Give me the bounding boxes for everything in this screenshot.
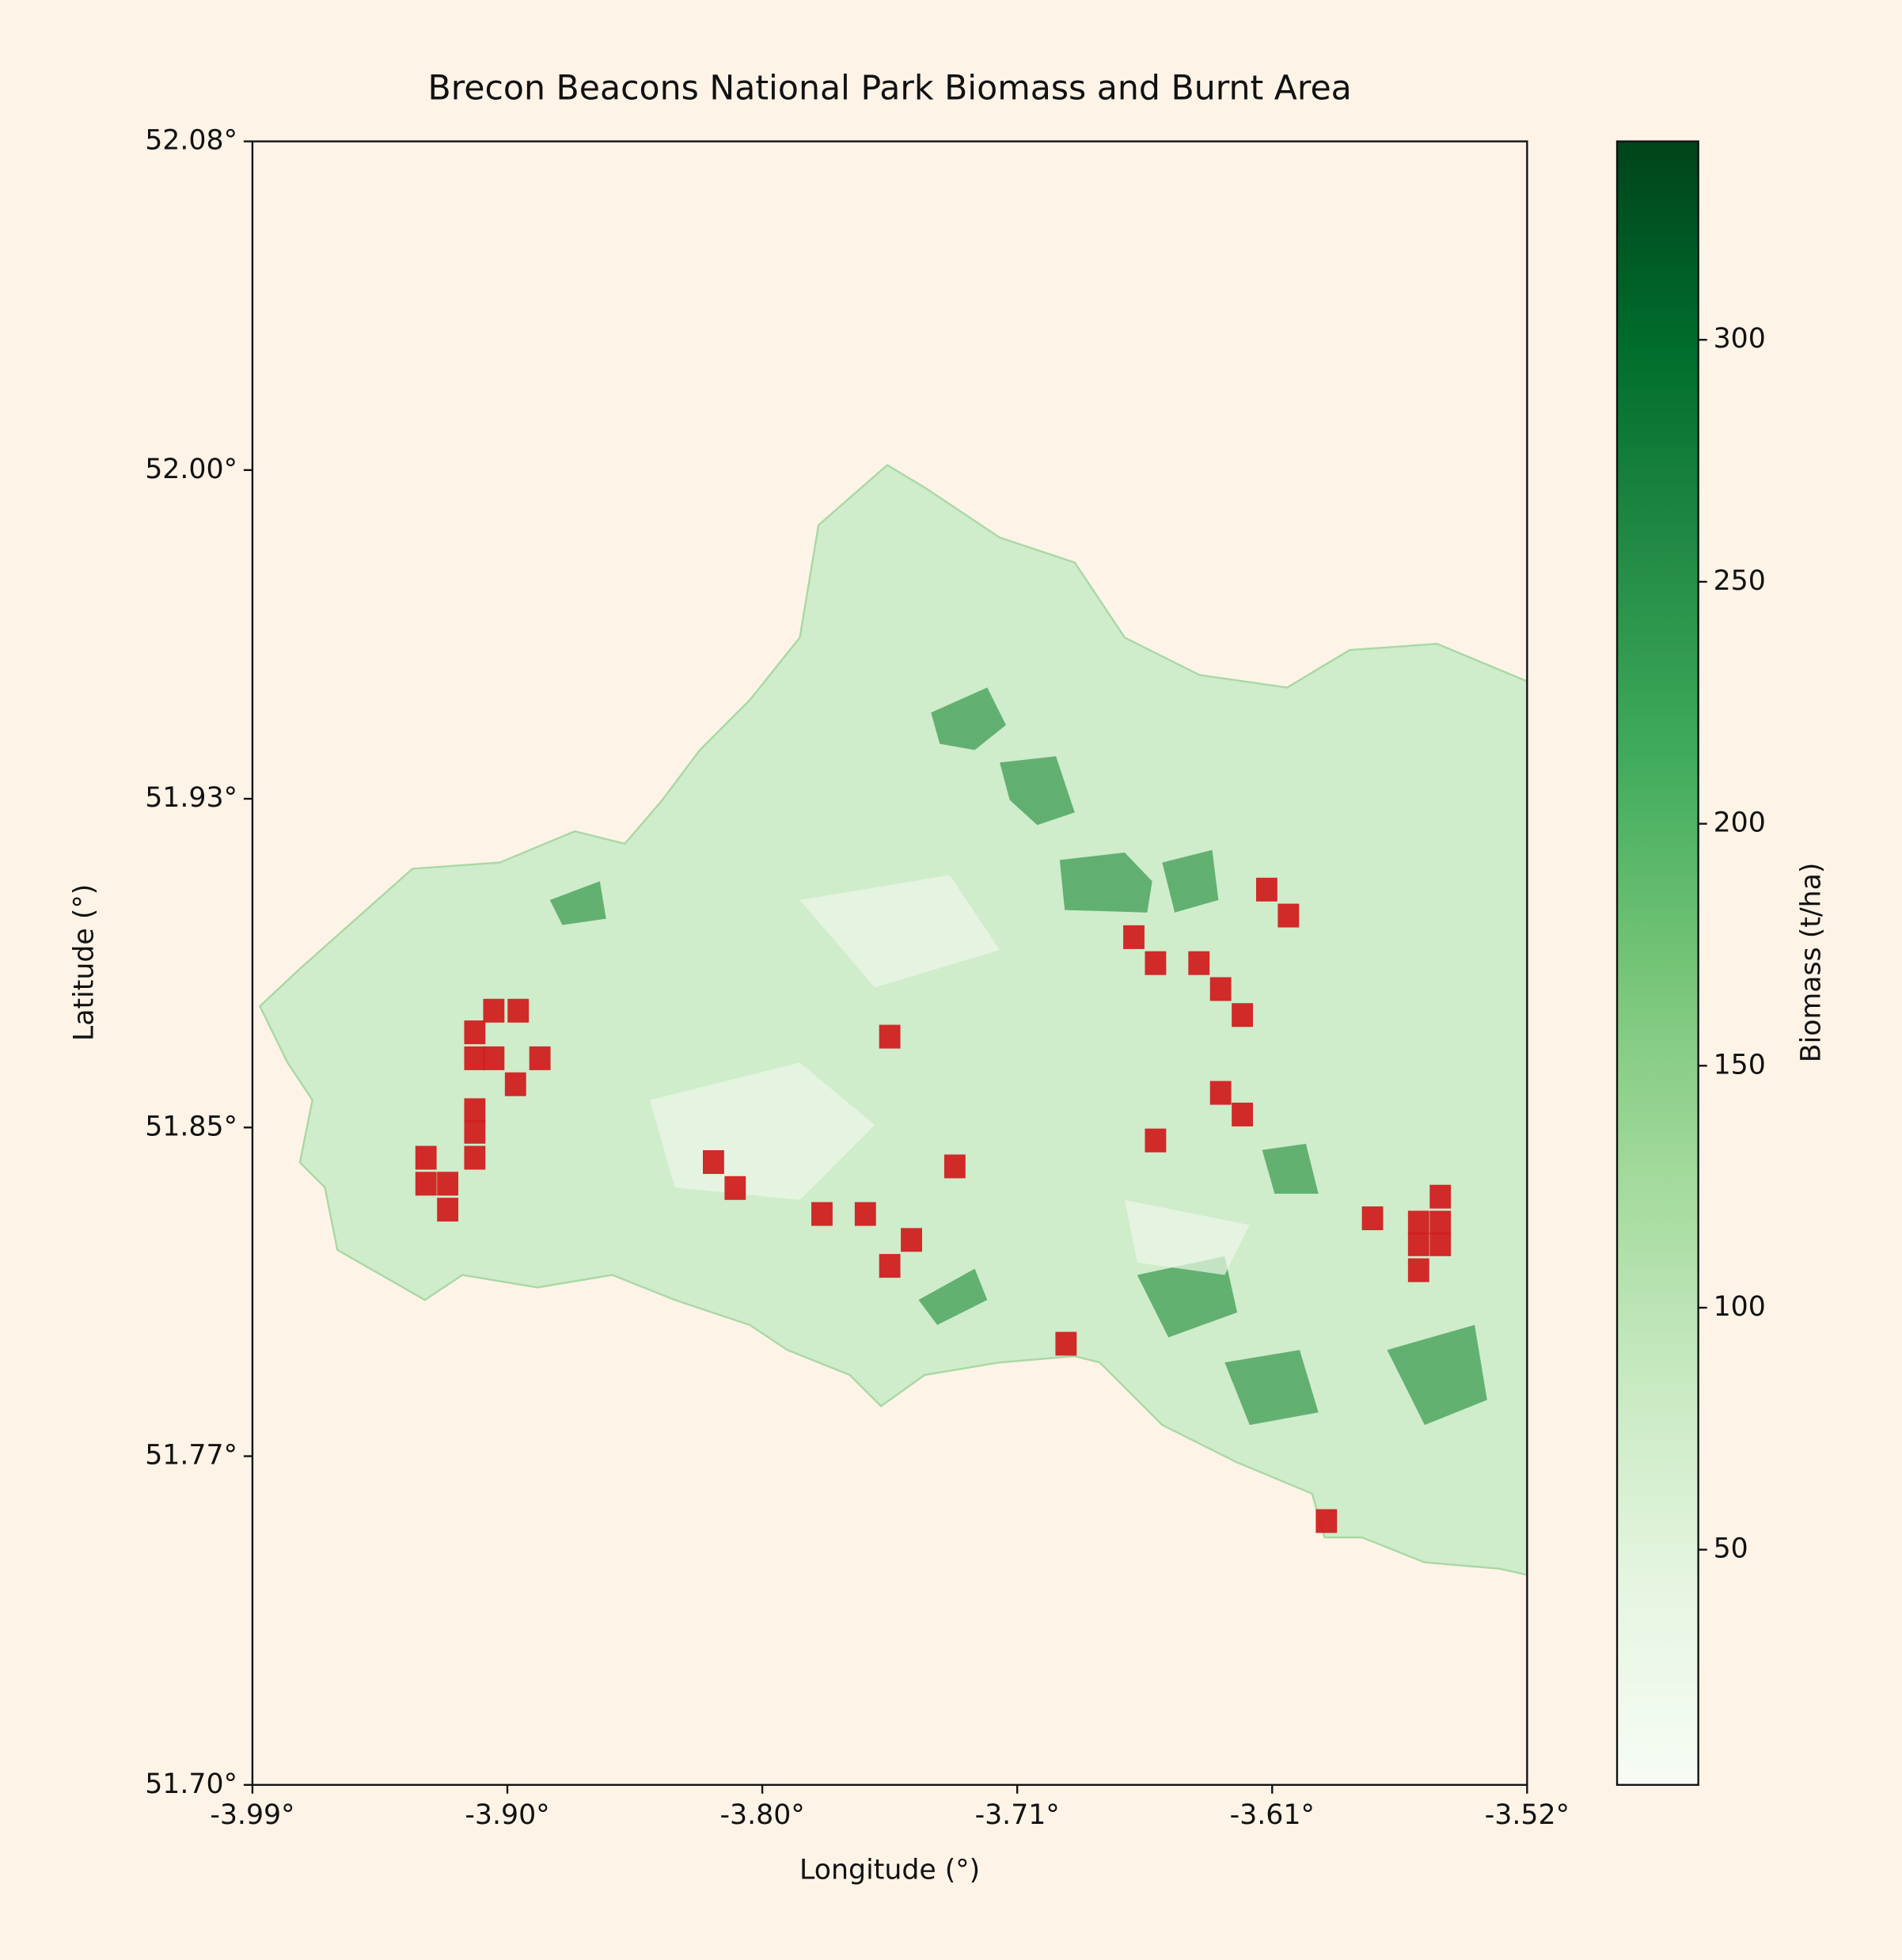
x-tick-label: -3.99° bbox=[210, 1799, 294, 1831]
burnt-cell bbox=[1255, 877, 1277, 902]
colorbar-tick-label: 50 bbox=[1714, 1533, 1748, 1565]
burnt-cell bbox=[464, 1046, 486, 1070]
burnt-cell bbox=[943, 1154, 966, 1179]
burnt-cell bbox=[1429, 1210, 1452, 1235]
burnt-cell bbox=[811, 1202, 833, 1226]
burnt-cell bbox=[415, 1172, 437, 1196]
burnt-cell bbox=[1145, 1128, 1167, 1153]
burnt-cell bbox=[1123, 925, 1145, 949]
x-tick-label: -3.71° bbox=[975, 1799, 1060, 1831]
colorbar-tick-label: 150 bbox=[1714, 1049, 1766, 1081]
burnt-cell bbox=[1315, 1509, 1338, 1533]
burnt-cell bbox=[529, 1046, 551, 1070]
burnt-cell bbox=[879, 1024, 901, 1049]
burnt-cell bbox=[1407, 1210, 1429, 1235]
burnt-cell bbox=[507, 998, 530, 1023]
burnt-cell bbox=[1145, 951, 1167, 975]
burnt-cell bbox=[464, 1145, 486, 1170]
burnt-cell bbox=[1277, 903, 1300, 928]
colorbar-tick-label: 200 bbox=[1714, 807, 1766, 839]
burnt-cell bbox=[1232, 1003, 1253, 1027]
burnt-cell bbox=[854, 1202, 876, 1226]
burnt-cell bbox=[1361, 1206, 1384, 1231]
burnt-cell bbox=[1209, 977, 1232, 1001]
colorbar-tick-label: 300 bbox=[1714, 323, 1766, 355]
y-tick-label: 52.08° bbox=[145, 125, 237, 157]
x-tick-label: -3.61° bbox=[1230, 1799, 1315, 1831]
biomass-raster bbox=[258, 464, 1528, 1576]
colorbar bbox=[1615, 140, 1699, 1786]
burnt-cell bbox=[504, 1072, 526, 1096]
colorbar-label: Biomass (t/ha) bbox=[1795, 863, 1827, 1063]
park-area bbox=[258, 464, 1528, 1576]
burnt-cell bbox=[702, 1150, 724, 1175]
y-tick-label: 51.85° bbox=[145, 1111, 237, 1142]
burnt-cell bbox=[483, 998, 505, 1023]
burnt-cell bbox=[464, 1119, 486, 1144]
burnt-cell bbox=[1407, 1232, 1429, 1256]
burnt-cell bbox=[464, 1020, 486, 1045]
burnt-cell bbox=[483, 1046, 505, 1070]
burnt-cell bbox=[724, 1176, 746, 1200]
y-tick-label: 52.00° bbox=[145, 454, 237, 485]
burnt-cells bbox=[415, 877, 1452, 1533]
y-tick-label: 51.70° bbox=[145, 1768, 237, 1800]
y-tick-label: 51.93° bbox=[145, 782, 237, 814]
x-tick-label: -3.52° bbox=[1485, 1799, 1570, 1831]
burnt-cell bbox=[1429, 1232, 1452, 1256]
burnt-cell bbox=[464, 1098, 486, 1122]
burnt-cell bbox=[879, 1254, 901, 1278]
burnt-cell bbox=[1188, 951, 1210, 975]
dense-patches bbox=[549, 687, 1487, 1426]
burnt-cell bbox=[1429, 1184, 1452, 1209]
burnt-cell bbox=[1209, 1081, 1232, 1105]
burnt-cell bbox=[437, 1198, 459, 1222]
x-tick-label: -3.80° bbox=[719, 1799, 804, 1831]
chart-title: Brecon Beacons National Park Biomass and… bbox=[427, 68, 1351, 108]
x-tick-label: -3.90° bbox=[465, 1799, 549, 1831]
burnt-cell bbox=[1232, 1102, 1253, 1126]
y-axis-label: Latitude (°) bbox=[68, 884, 100, 1041]
plot-frame bbox=[251, 140, 1528, 1786]
colorbar-tick-label: 250 bbox=[1714, 565, 1766, 597]
burnt-cell bbox=[901, 1228, 922, 1252]
colorbar-tick-label: 100 bbox=[1714, 1291, 1766, 1323]
burnt-cell bbox=[415, 1145, 437, 1170]
burnt-cell bbox=[1407, 1258, 1429, 1282]
y-tick-label: 51.77° bbox=[145, 1440, 237, 1472]
x-axis-label: Longitude (°) bbox=[799, 1855, 980, 1886]
burnt-cell bbox=[1055, 1331, 1077, 1356]
burnt-cell bbox=[437, 1172, 459, 1196]
